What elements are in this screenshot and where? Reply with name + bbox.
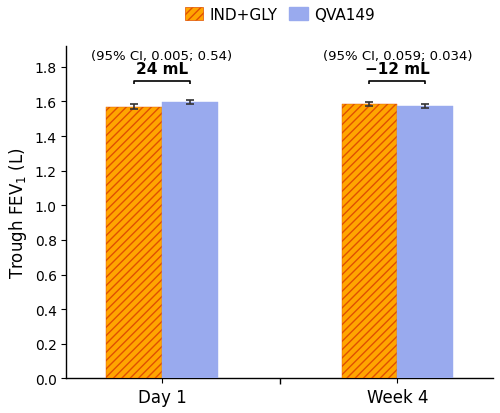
Text: (95% CI, 0.005; 0.54): (95% CI, 0.005; 0.54) bbox=[92, 50, 232, 62]
Bar bbox=[342, 105, 398, 378]
Bar bbox=[398, 107, 454, 378]
Text: (95% CI, 0.059; 0.034): (95% CI, 0.059; 0.034) bbox=[322, 50, 472, 62]
Text: −12 mL: −12 mL bbox=[365, 62, 430, 76]
Bar bbox=[106, 107, 162, 378]
Y-axis label: Trough FEV$_1$ (L): Trough FEV$_1$ (L) bbox=[7, 147, 29, 278]
Legend: IND+GLY, QVA149: IND+GLY, QVA149 bbox=[182, 5, 378, 26]
Text: 24 mL: 24 mL bbox=[136, 62, 188, 76]
Bar bbox=[162, 103, 218, 378]
